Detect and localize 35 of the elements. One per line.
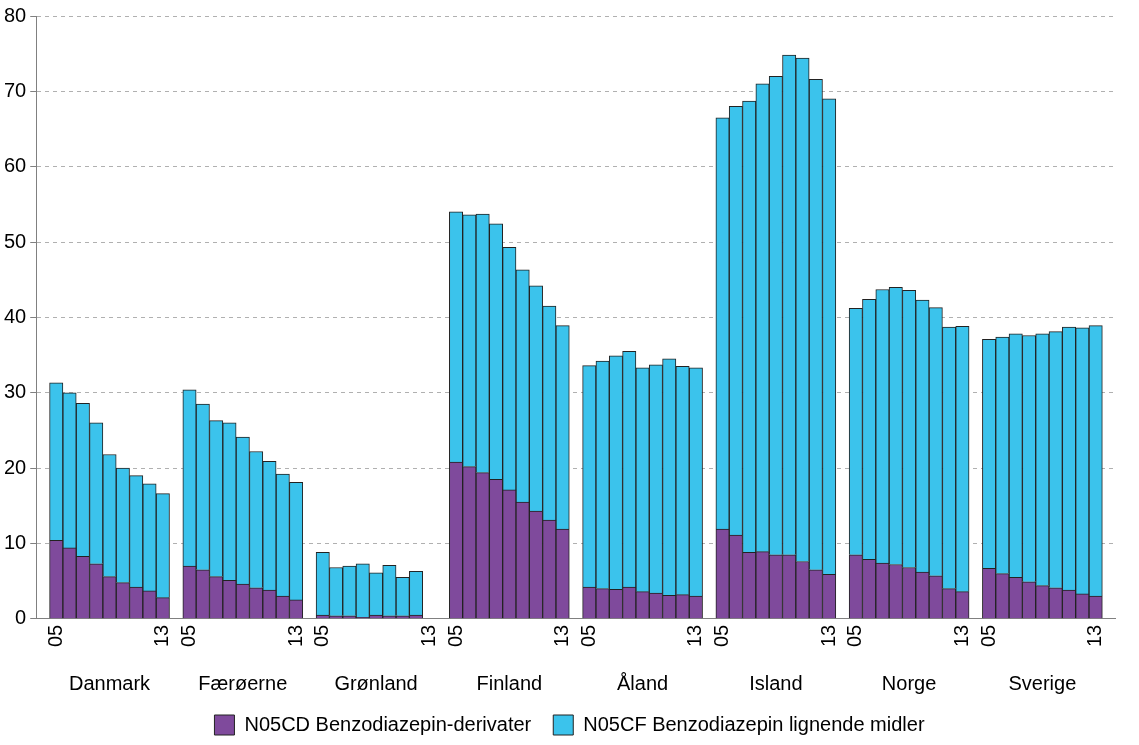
x-tick-label: 05 bbox=[310, 624, 333, 647]
x-tick-label: 13 bbox=[816, 624, 839, 647]
x-tick-label: 13 bbox=[416, 624, 439, 647]
y-tick-label: 10 bbox=[4, 530, 27, 553]
x-tick-label: 05 bbox=[43, 624, 66, 647]
y-tick-label: 20 bbox=[4, 455, 27, 478]
x-tick-label: 05 bbox=[177, 624, 200, 647]
x-tick-label: 13 bbox=[150, 624, 173, 647]
legend-label: N05CD Benzodiazepin-derivater bbox=[244, 712, 532, 735]
text: Grønland bbox=[334, 672, 418, 695]
x-tick-label: 13 bbox=[683, 624, 706, 647]
y-tick-label: 80 bbox=[4, 3, 27, 26]
x-tick-label: 05 bbox=[710, 624, 733, 647]
y-tick-label: 60 bbox=[4, 154, 27, 177]
text: Åland bbox=[617, 672, 669, 695]
x-tick-label: 05 bbox=[976, 624, 999, 647]
legend-label: N05CF Benzodiazepin lignende midler bbox=[583, 712, 925, 735]
text: Færøerne bbox=[198, 672, 288, 695]
y-tick-label: 0 bbox=[15, 606, 27, 629]
y-tick-label: 30 bbox=[4, 380, 27, 403]
x-tick-label: 05 bbox=[443, 624, 466, 647]
y-tick-label: 50 bbox=[4, 229, 27, 252]
text: Danmark bbox=[68, 672, 152, 695]
x-tick-label: 13 bbox=[949, 624, 972, 647]
y-tick-label: 40 bbox=[4, 304, 27, 327]
x-tick-label: 13 bbox=[1083, 624, 1106, 647]
text: Sverige bbox=[1008, 672, 1077, 695]
x-tick-label: 13 bbox=[550, 624, 573, 647]
y-tick-label: 70 bbox=[4, 78, 27, 101]
text: Norge bbox=[881, 672, 937, 695]
text: Finland bbox=[476, 672, 543, 695]
x-tick-label: 05 bbox=[843, 624, 866, 647]
x-tick-label: 05 bbox=[576, 624, 599, 647]
text: Island bbox=[749, 672, 803, 695]
x-tick-label: 13 bbox=[283, 624, 306, 647]
